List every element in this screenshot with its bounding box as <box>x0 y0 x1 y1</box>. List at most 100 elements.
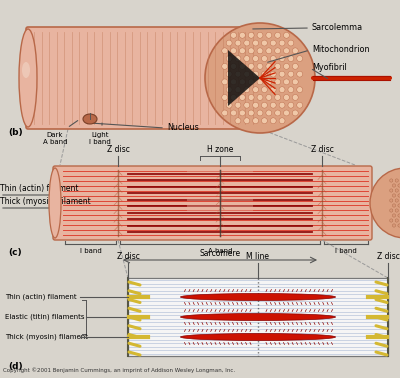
Circle shape <box>392 224 396 227</box>
Circle shape <box>222 110 228 116</box>
Circle shape <box>284 64 289 69</box>
Circle shape <box>288 102 294 108</box>
Circle shape <box>284 79 289 85</box>
Circle shape <box>392 184 396 187</box>
Circle shape <box>395 199 398 202</box>
Text: Mitochondrion: Mitochondrion <box>312 45 370 54</box>
Circle shape <box>235 56 241 62</box>
Text: (b): (b) <box>8 129 23 138</box>
Text: I band: I band <box>80 248 101 254</box>
Circle shape <box>226 71 232 77</box>
Ellipse shape <box>19 29 37 127</box>
Circle shape <box>230 64 236 69</box>
Circle shape <box>205 23 315 133</box>
Circle shape <box>390 179 393 182</box>
Circle shape <box>226 56 232 62</box>
Circle shape <box>222 79 228 85</box>
Circle shape <box>275 94 280 101</box>
Circle shape <box>262 40 267 46</box>
Circle shape <box>297 56 303 62</box>
Circle shape <box>275 48 280 54</box>
Circle shape <box>235 71 241 77</box>
Circle shape <box>398 224 400 227</box>
Circle shape <box>279 118 285 124</box>
Ellipse shape <box>22 62 30 78</box>
Text: (d): (d) <box>8 362 23 371</box>
Circle shape <box>257 33 263 38</box>
Circle shape <box>262 118 267 124</box>
Circle shape <box>288 40 294 46</box>
Circle shape <box>270 87 276 93</box>
Text: H zone: H zone <box>207 145 233 154</box>
Circle shape <box>284 33 289 38</box>
Ellipse shape <box>49 168 61 238</box>
Circle shape <box>270 56 276 62</box>
Circle shape <box>248 110 254 116</box>
Circle shape <box>226 102 232 108</box>
Circle shape <box>222 48 228 54</box>
Circle shape <box>297 87 303 93</box>
Circle shape <box>257 48 263 54</box>
Circle shape <box>292 79 298 85</box>
Text: Thin (actin) filament: Thin (actin) filament <box>0 184 78 193</box>
Circle shape <box>262 102 267 108</box>
FancyBboxPatch shape <box>53 166 372 240</box>
Circle shape <box>222 94 228 101</box>
Circle shape <box>253 87 258 93</box>
Ellipse shape <box>180 333 336 341</box>
Circle shape <box>392 194 396 197</box>
Circle shape <box>398 204 400 207</box>
Circle shape <box>248 94 254 101</box>
Circle shape <box>230 48 236 54</box>
Circle shape <box>270 118 276 124</box>
Text: Dark
A band: Dark A band <box>43 132 67 145</box>
Circle shape <box>240 33 245 38</box>
Circle shape <box>284 94 289 101</box>
Circle shape <box>235 87 241 93</box>
Circle shape <box>244 56 250 62</box>
Text: Myofibril: Myofibril <box>312 64 347 73</box>
Circle shape <box>292 110 298 116</box>
Circle shape <box>398 194 400 197</box>
Circle shape <box>284 110 289 116</box>
Circle shape <box>395 179 398 182</box>
Circle shape <box>292 48 298 54</box>
Circle shape <box>248 64 254 69</box>
Circle shape <box>390 189 393 192</box>
Ellipse shape <box>83 114 97 124</box>
Circle shape <box>370 168 400 238</box>
Circle shape <box>257 94 263 101</box>
Circle shape <box>244 40 250 46</box>
Text: M line: M line <box>246 252 270 261</box>
Text: A band: A band <box>208 248 232 254</box>
Circle shape <box>240 94 245 101</box>
Circle shape <box>279 71 285 77</box>
Ellipse shape <box>180 293 336 301</box>
Circle shape <box>279 102 285 108</box>
Text: Z disc: Z disc <box>106 145 130 154</box>
FancyBboxPatch shape <box>26 27 260 129</box>
Text: Z disc: Z disc <box>376 252 400 261</box>
Circle shape <box>270 71 276 77</box>
Circle shape <box>297 71 303 77</box>
Text: Thick (myosin) filament: Thick (myosin) filament <box>5 334 88 340</box>
Text: (c): (c) <box>8 248 22 257</box>
Circle shape <box>248 79 254 85</box>
Text: Nucleus: Nucleus <box>167 124 199 133</box>
Text: I band: I band <box>335 248 357 254</box>
Circle shape <box>390 199 393 202</box>
Circle shape <box>288 87 294 93</box>
Circle shape <box>284 48 289 54</box>
Circle shape <box>275 110 280 116</box>
Text: Elastic (titin) filaments: Elastic (titin) filaments <box>5 314 84 320</box>
Circle shape <box>270 102 276 108</box>
Circle shape <box>226 87 232 93</box>
Circle shape <box>266 110 272 116</box>
Circle shape <box>279 40 285 46</box>
Text: Z disc: Z disc <box>310 145 334 154</box>
Circle shape <box>262 71 267 77</box>
Text: Copyright ©2001 Benjamin Cummings, an imprint of Addison Wesley Longman, Inc.: Copyright ©2001 Benjamin Cummings, an im… <box>3 367 235 373</box>
Circle shape <box>275 64 280 69</box>
Circle shape <box>292 94 298 101</box>
Circle shape <box>262 87 267 93</box>
